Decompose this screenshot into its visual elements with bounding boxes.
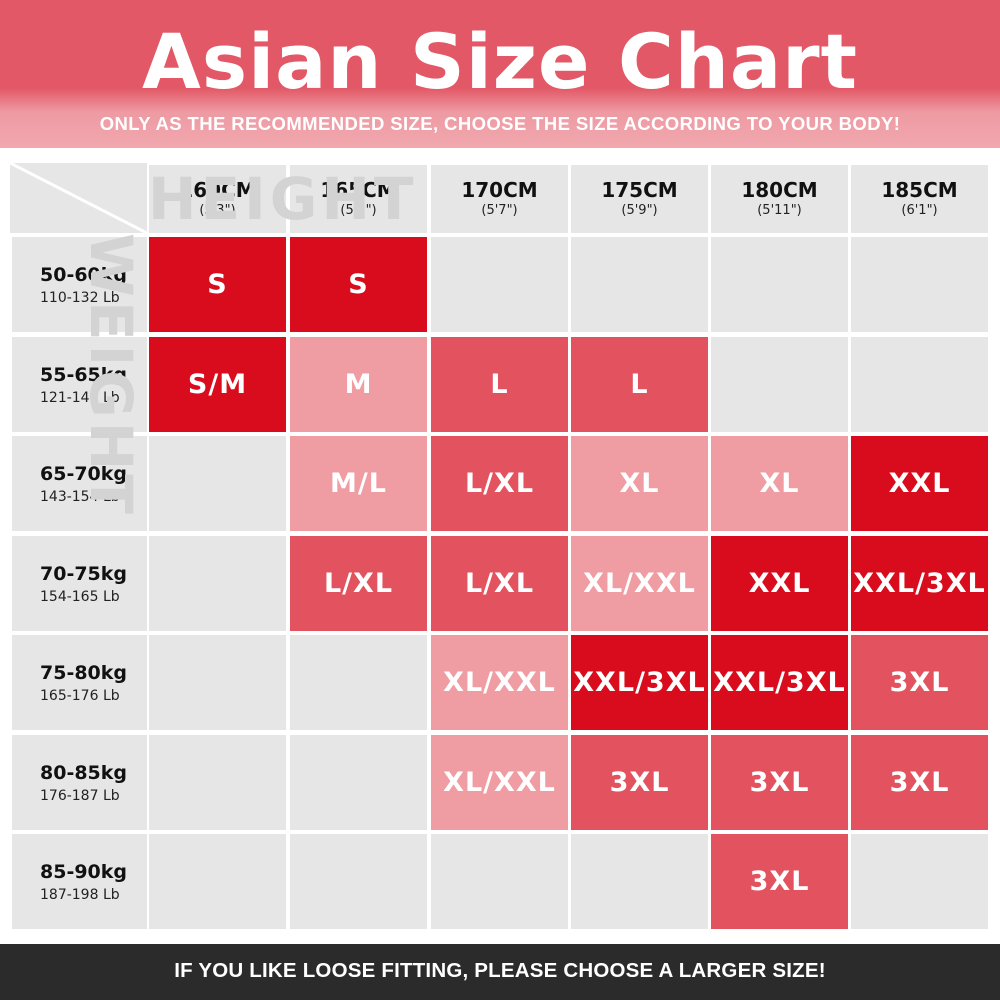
height-cm-label: 185CM bbox=[881, 178, 958, 202]
weight-row-header: 70-75kg 154-165 Lb bbox=[12, 536, 147, 631]
weight-lb-label: 187-198 Lb bbox=[40, 886, 120, 903]
size-cell: XL/XXL bbox=[431, 735, 568, 830]
size-cell bbox=[149, 735, 286, 830]
page-title: Asian Size Chart bbox=[142, 17, 858, 106]
weight-lb-label: 110-132 Lb bbox=[40, 289, 120, 306]
size-cell: XXL/3XL bbox=[571, 635, 708, 730]
weight-kg-label: 65-70kg bbox=[40, 462, 128, 485]
size-cell bbox=[711, 337, 848, 432]
size-cell bbox=[149, 834, 286, 929]
size-cell bbox=[149, 436, 286, 531]
weight-row-header: 85-90kg 187-198 Lb bbox=[12, 834, 147, 929]
size-cell: S bbox=[149, 237, 286, 332]
height-column-header: 165CM (5'5") bbox=[290, 165, 427, 233]
weight-watermark: WEIGHT bbox=[80, 233, 145, 518]
size-cell: XXL/3XL bbox=[711, 635, 848, 730]
weight-kg-label: 80-85kg bbox=[40, 761, 128, 784]
size-cell bbox=[711, 237, 848, 332]
size-cell: L/XL bbox=[431, 536, 568, 631]
weight-row-header: 65-70kg 143-154 Lb bbox=[12, 436, 147, 531]
weight-lb-label: 121-143 Lb bbox=[40, 389, 120, 406]
size-cell: M/L bbox=[290, 436, 427, 531]
size-cell bbox=[149, 635, 286, 730]
size-cell: L bbox=[571, 337, 708, 432]
size-cell bbox=[290, 635, 427, 730]
weight-row-header: 55-65kg 121-143 Lb bbox=[12, 337, 147, 432]
footer-note: IF YOU LIKE LOOSE FITTING, PLEASE CHOOSE… bbox=[0, 944, 1000, 1000]
size-cell bbox=[431, 237, 568, 332]
size-cell: 3XL bbox=[851, 735, 988, 830]
size-cell: XL/XXL bbox=[571, 536, 708, 631]
size-cell: S bbox=[290, 237, 427, 332]
size-cell: XL/XXL bbox=[431, 635, 568, 730]
height-ft-label: (5'5") bbox=[340, 203, 377, 218]
height-cm-label: 175CM bbox=[601, 178, 678, 202]
weight-watermark-container: WEIGHT bbox=[80, 233, 147, 593]
height-column-header: 185CM (6'1") bbox=[851, 165, 988, 233]
height-cm-label: 165CM bbox=[320, 178, 397, 202]
height-column-header: 175CM (5'9") bbox=[571, 165, 708, 233]
page-subtitle: ONLY AS THE RECOMMENDED SIZE, CHOOSE THE… bbox=[99, 113, 901, 134]
weight-lb-label: 176-187 Lb bbox=[40, 787, 120, 804]
size-cell: 3XL bbox=[571, 735, 708, 830]
size-cell: XXL/3XL bbox=[851, 536, 988, 631]
height-ft-label: (5'11") bbox=[757, 203, 802, 218]
size-cell: L/XL bbox=[290, 536, 427, 631]
height-column-header: 160CM (5'3") bbox=[149, 165, 286, 233]
size-cell: XXL bbox=[711, 536, 848, 631]
height-column-header: 170CM (5'7") bbox=[431, 165, 568, 233]
weight-row-header: 50-60kg 110-132 Lb bbox=[12, 237, 147, 332]
height-column-header: 180CM (5'11") bbox=[711, 165, 848, 233]
size-cell bbox=[571, 237, 708, 332]
size-cell bbox=[290, 834, 427, 929]
height-cm-label: 160CM bbox=[179, 178, 256, 202]
size-cell bbox=[431, 834, 568, 929]
size-cell: S/M bbox=[149, 337, 286, 432]
weight-row-header: 75-80kg 165-176 Lb bbox=[12, 635, 147, 730]
title-banner: Asian Size Chart ONLY AS THE RECOMMENDED… bbox=[0, 0, 1000, 148]
size-cell: 3XL bbox=[711, 834, 848, 929]
height-ft-label: (6'1") bbox=[901, 203, 938, 218]
size-cell: XXL bbox=[851, 436, 988, 531]
weight-row-header: 80-85kg 176-187 Lb bbox=[12, 735, 147, 830]
size-cell bbox=[851, 337, 988, 432]
size-cell: L/XL bbox=[431, 436, 568, 531]
weight-kg-label: 55-65kg bbox=[40, 363, 128, 386]
weight-lb-label: 143-154 Lb bbox=[40, 488, 120, 505]
weight-kg-label: 85-90kg bbox=[40, 860, 128, 883]
weight-kg-label: 70-75kg bbox=[40, 562, 128, 585]
size-cell: M bbox=[290, 337, 427, 432]
height-watermark: HEIGHT bbox=[148, 166, 418, 232]
weight-kg-label: 75-80kg bbox=[40, 661, 128, 684]
weight-lb-label: 165-176 Lb bbox=[40, 687, 120, 704]
size-cell: XL bbox=[571, 436, 708, 531]
size-cell: 3XL bbox=[851, 635, 988, 730]
size-cell bbox=[571, 834, 708, 929]
size-cell bbox=[290, 735, 427, 830]
size-cell: XL bbox=[711, 436, 848, 531]
height-ft-label: (5'9") bbox=[621, 203, 658, 218]
size-cell bbox=[851, 237, 988, 332]
height-cm-label: 170CM bbox=[461, 178, 538, 202]
size-cell: 3XL bbox=[711, 735, 848, 830]
size-cell bbox=[149, 536, 286, 631]
height-ft-label: (5'7") bbox=[481, 203, 518, 218]
size-cell bbox=[851, 834, 988, 929]
size-cell: L bbox=[431, 337, 568, 432]
weight-kg-label: 50-60kg bbox=[40, 263, 128, 286]
corner-header-cell bbox=[10, 163, 147, 233]
weight-lb-label: 154-165 Lb bbox=[40, 588, 120, 605]
height-ft-label: (5'3") bbox=[199, 203, 236, 218]
height-cm-label: 180CM bbox=[741, 178, 818, 202]
